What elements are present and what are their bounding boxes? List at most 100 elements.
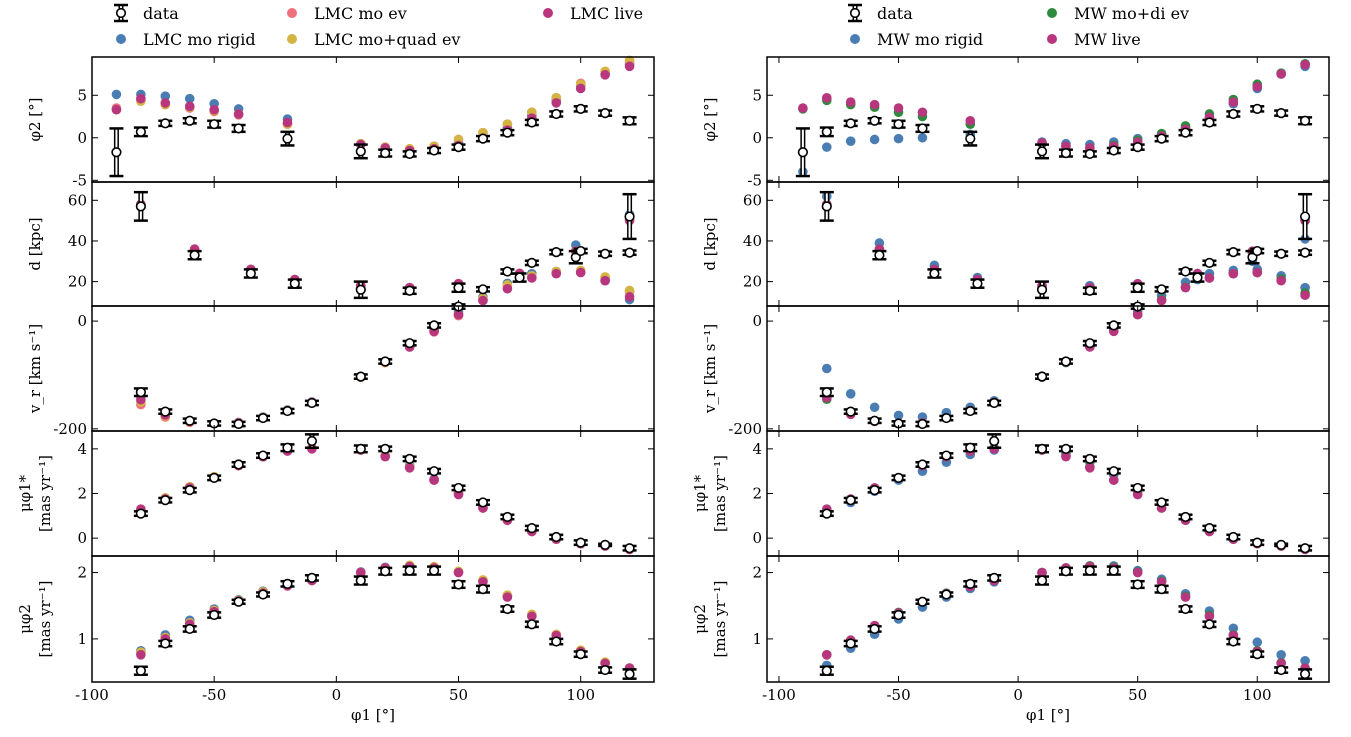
data-point — [233, 596, 244, 607]
y-tick-label: 0 — [752, 129, 762, 147]
marker-lmc-mo-rigid — [111, 89, 122, 100]
marker-lmc-live — [453, 567, 464, 578]
data-marker — [939, 412, 954, 424]
data-marker — [963, 578, 978, 589]
data-marker — [1274, 248, 1289, 259]
y-tick-label: 0 — [77, 529, 87, 547]
data-point — [526, 117, 537, 128]
data-marker — [573, 537, 588, 548]
data-marker — [524, 257, 539, 268]
data-point — [209, 119, 220, 130]
data-marker — [1106, 466, 1121, 477]
y-axis-label: [mas yr⁻¹] — [711, 581, 729, 658]
marker-mw-live — [1180, 282, 1191, 293]
marker-mw-live — [1132, 567, 1143, 578]
marker-lmc-live — [233, 109, 244, 119]
legend-item: LMC live — [543, 4, 643, 23]
data-point — [1036, 443, 1048, 454]
y-axis-label: [mas yr⁻¹] — [711, 455, 729, 532]
data-marker — [133, 508, 148, 519]
data-point — [428, 565, 440, 576]
marker-lmc-live — [429, 475, 439, 485]
y-axis-label: v_r [km s⁻¹] — [26, 324, 44, 414]
data-point — [184, 623, 195, 635]
data-marker — [1130, 482, 1145, 494]
marker-mw-mo-rigid — [917, 132, 928, 143]
subplot-row-3: 0 2 4 μφ1* [mas yr⁻¹] — [16, 430, 655, 557]
data-point — [1060, 443, 1072, 454]
data-marker — [1298, 668, 1313, 680]
data-marker — [1154, 133, 1169, 144]
data-marker — [475, 133, 490, 144]
data-marker — [1082, 148, 1097, 160]
data-marker — [598, 664, 613, 676]
marker-mw-live — [1252, 81, 1263, 92]
data-point — [869, 485, 880, 496]
data-marker — [353, 575, 368, 586]
data-point — [189, 250, 200, 261]
data-marker — [1274, 539, 1289, 550]
legend-label: LMC live — [570, 4, 643, 23]
data-marker — [475, 584, 490, 595]
legend-marker — [116, 34, 126, 44]
data-point — [821, 665, 832, 676]
y-axis-label: μφ1* — [691, 474, 709, 512]
data-point — [575, 245, 586, 257]
data-point — [575, 537, 586, 548]
data-point — [821, 508, 832, 519]
y-tick-label: 20 — [68, 273, 87, 291]
data-point — [477, 284, 489, 295]
data-point — [1299, 115, 1311, 126]
legend-label: LMC mo rigid — [143, 30, 256, 49]
data-marker — [819, 508, 834, 519]
data-marker — [512, 272, 527, 283]
data-marker — [475, 497, 490, 508]
data-point — [821, 201, 832, 212]
y-tick-label: -5 — [72, 171, 87, 189]
data-point — [428, 320, 440, 331]
data-marker — [158, 495, 173, 506]
marker-mw-live — [1300, 59, 1310, 70]
data-point — [282, 133, 293, 144]
data-marker — [819, 665, 834, 676]
data-point — [233, 123, 244, 134]
data-point — [428, 466, 440, 477]
data-marker — [1226, 636, 1241, 647]
marker-mw-live — [1180, 592, 1191, 602]
data-point — [845, 495, 856, 506]
marker-lmc-live — [527, 611, 537, 622]
data-point — [184, 485, 195, 496]
y-tick-label: 20 — [743, 273, 762, 291]
y-tick-label: 0 — [752, 529, 762, 547]
data-point — [1156, 497, 1167, 508]
data-marker — [158, 406, 173, 417]
data-marker — [182, 415, 197, 426]
marker-mw-live — [1108, 475, 1119, 485]
data-point — [551, 531, 562, 543]
data-marker — [622, 543, 637, 554]
data-marker — [353, 371, 368, 382]
data-point — [849, 7, 861, 19]
data-marker — [475, 284, 490, 295]
data-point — [1276, 108, 1287, 119]
data-point — [257, 450, 269, 461]
data-point — [1204, 619, 1215, 630]
data-marker — [1058, 443, 1073, 454]
data-marker — [1106, 565, 1121, 576]
data-marker — [182, 115, 197, 126]
data-point — [821, 387, 832, 398]
data-marker — [304, 433, 319, 449]
y-tick-label: 0 — [752, 312, 762, 330]
data-marker — [891, 472, 906, 483]
marker-mw-live — [1132, 309, 1143, 320]
x-tick-label: 100 — [566, 686, 595, 704]
marker-mw-mo-rigid — [1276, 650, 1286, 660]
data-marker — [598, 539, 613, 550]
data-point — [893, 119, 904, 130]
marker-lmc-live — [111, 104, 122, 115]
data-point — [1108, 320, 1119, 331]
data-point — [135, 126, 146, 137]
subplot-frame — [91, 555, 655, 683]
